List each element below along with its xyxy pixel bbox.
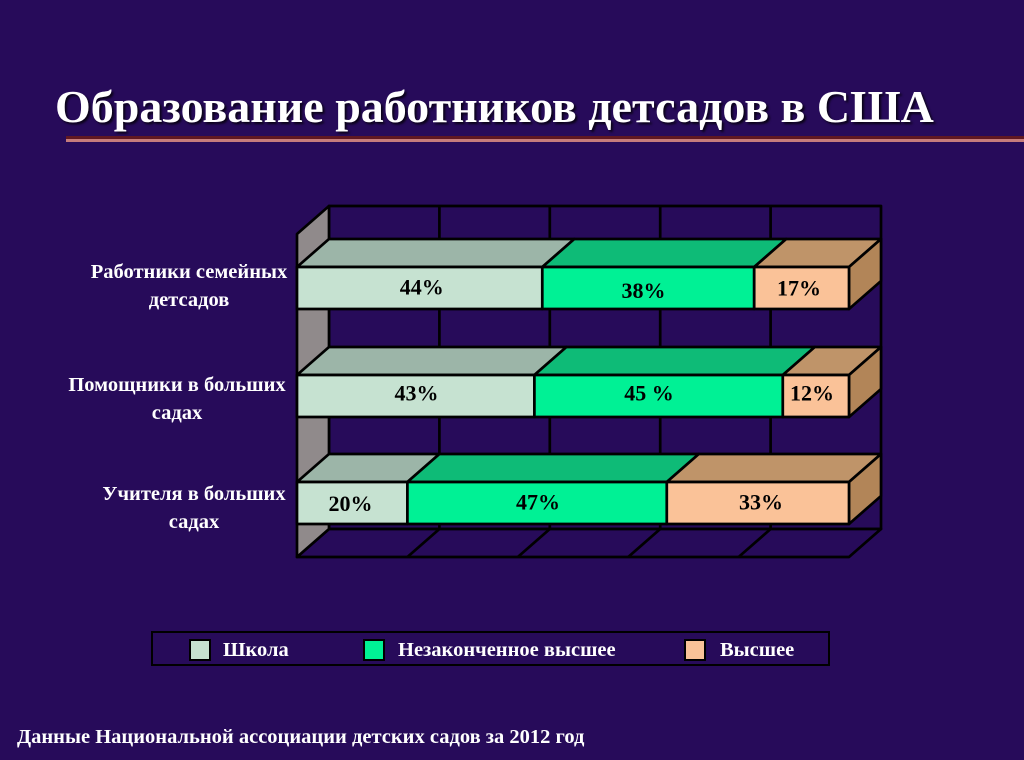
svg-text:43%: 43% <box>395 381 439 406</box>
svg-text:38%: 38% <box>622 278 666 303</box>
svg-text:12%: 12% <box>790 381 834 406</box>
svg-text:47%: 47% <box>516 490 560 515</box>
svg-text:17%: 17% <box>777 275 821 300</box>
svg-text:33%: 33% <box>739 490 783 515</box>
svg-text:20%: 20% <box>329 491 373 516</box>
svg-text:44%: 44% <box>400 275 444 300</box>
svg-text:45 %: 45 % <box>624 381 674 406</box>
